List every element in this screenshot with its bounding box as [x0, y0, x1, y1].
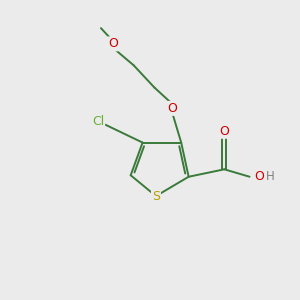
Text: Cl: Cl	[92, 115, 104, 128]
Text: S: S	[152, 190, 160, 202]
Text: O: O	[167, 102, 177, 115]
Text: H: H	[266, 170, 275, 183]
Text: O: O	[254, 170, 264, 183]
Text: O: O	[108, 38, 118, 50]
Text: O: O	[219, 125, 229, 138]
